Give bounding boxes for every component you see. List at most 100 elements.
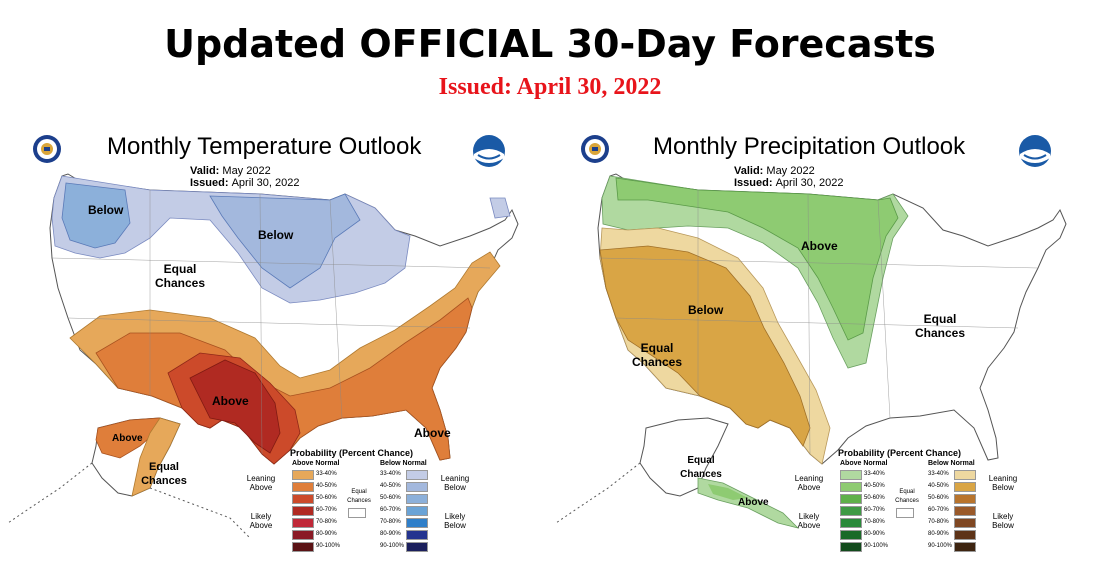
equal-swatch <box>896 508 914 518</box>
legend-above-range: 33-40% <box>316 471 337 477</box>
leaning-below-label: Leaning Below <box>988 474 1018 492</box>
legend-below-head: Below Normal <box>928 460 975 467</box>
legend-above-swatch <box>292 530 314 540</box>
legend-above-swatch <box>292 506 314 516</box>
legend-above-swatch <box>292 542 314 552</box>
legend-below-range: 60-70% <box>928 507 949 513</box>
main-title: Updated OFFICIAL 30-Day Forecasts <box>164 22 936 66</box>
noaa-logo-icon <box>1019 135 1051 167</box>
legend-below-swatch <box>954 494 976 504</box>
legend-above-head: Above Normal <box>292 460 340 467</box>
legend-above-swatch <box>292 518 314 528</box>
region-label: Above <box>112 433 143 444</box>
legend-below-range: 70-80% <box>380 519 401 525</box>
legend-above-range: 50-60% <box>864 495 885 501</box>
region-label: Below <box>688 303 724 317</box>
legend-below-swatch <box>954 470 976 480</box>
precipitation-valid: Valid: May 2022 Issued: April 30, 2022 <box>734 165 843 189</box>
legend-above-head: Above Normal <box>840 460 888 467</box>
region-label: Equal Chances <box>154 262 206 290</box>
legend-below-swatch <box>406 494 428 504</box>
legend-below-range: 80-90% <box>928 531 949 537</box>
legend-above-range: 70-80% <box>316 519 337 525</box>
legend-below-range: 60-70% <box>380 507 401 513</box>
precipitation-outlook-panel: Monthly Precipitation Outlook Valid: May… <box>548 128 1093 564</box>
valid-label: Valid: <box>190 165 220 177</box>
issued-label: Issued: <box>734 177 773 189</box>
legend-above-range: 90-100% <box>864 543 889 549</box>
region-label: Below <box>258 228 294 242</box>
valid-value: May 2022 <box>766 165 815 177</box>
equal-chances-label: Equal Chances <box>347 489 371 504</box>
legend-below-swatch <box>406 518 428 528</box>
region-label: Equal Chances <box>631 341 683 369</box>
likely-above-label: Likely Above <box>797 512 821 530</box>
precipitation-legend: Probability (Percent Chance) Above Norma… <box>788 446 1017 564</box>
legend-above-range: 60-70% <box>316 507 337 513</box>
legend-above-swatch <box>292 494 314 504</box>
noaa-logo-icon <box>473 135 505 167</box>
issued-value: April 30, 2022 <box>231 177 300 189</box>
legend-above-range: 60-70% <box>864 507 885 513</box>
legend-below-range: 70-80% <box>928 519 949 525</box>
temperature-map <box>7 173 519 539</box>
leaning-above-label: Leaning Above <box>794 474 824 492</box>
legend-above-swatch <box>840 506 862 516</box>
legend-above-range: 80-90% <box>864 531 885 537</box>
legend-below-swatch <box>954 482 976 492</box>
temperature-title: Monthly Temperature Outlook <box>107 133 422 160</box>
region-label: Above <box>738 497 769 508</box>
legend-below-range: 90-100% <box>380 543 405 549</box>
legend-above-range: 90-100% <box>316 543 341 549</box>
valid-label: Valid: <box>734 165 764 177</box>
legend-title: Probability (Percent Chance) <box>838 448 962 458</box>
legend-above-range: 40-50% <box>864 483 885 489</box>
region-label: Equal Chances <box>914 312 966 340</box>
legend-above-swatch <box>292 470 314 480</box>
legend-below-swatch <box>406 482 428 492</box>
legend-above-range: 70-80% <box>864 519 885 525</box>
legend-below-range: 50-60% <box>928 495 949 501</box>
legend-below-range: 50-60% <box>380 495 401 501</box>
legend-below-swatch <box>954 506 976 516</box>
legend-below-swatch <box>954 530 976 540</box>
temperature-outlook-panel: Monthly Temperature Outlook Valid: May 2… <box>0 128 545 564</box>
legend-title: Probability (Percent Chance) <box>290 448 414 458</box>
leaning-below-label: Leaning Below <box>440 474 470 492</box>
legend-below-range: 33-40% <box>380 471 401 477</box>
legend-above-swatch <box>840 482 862 492</box>
equal-swatch <box>348 508 366 518</box>
legend-above-range: 80-90% <box>316 531 337 537</box>
temperature-legend: Probability (Percent Chance) Above Norma… <box>240 446 469 564</box>
likely-below-label: Likely Below <box>992 512 1014 530</box>
legend-below-swatch <box>406 470 428 480</box>
legend-below-head: Below Normal <box>380 460 427 467</box>
likely-above-label: Likely Above <box>249 512 273 530</box>
legend-above-range: 40-50% <box>316 483 337 489</box>
legend-below-swatch <box>954 518 976 528</box>
commerce-seal-icon <box>33 135 61 163</box>
legend-below-range: 40-50% <box>380 483 401 489</box>
equal-chances-label: Equal Chances <box>895 489 919 504</box>
valid-value: May 2022 <box>222 165 271 177</box>
issued-label: Issued: <box>190 177 229 189</box>
legend-below-swatch <box>954 542 976 552</box>
issued-date: Issued: April 30, 2022 <box>438 74 662 100</box>
legend-above-range: 50-60% <box>316 495 337 501</box>
likely-below-label: Likely Below <box>444 512 466 530</box>
legend-below-swatch <box>406 530 428 540</box>
legend-above-swatch <box>840 470 862 480</box>
legend-above-swatch <box>840 518 862 528</box>
commerce-seal-icon <box>581 135 609 163</box>
legend-above-swatch <box>840 494 862 504</box>
legend-above-swatch <box>292 482 314 492</box>
precipitation-map <box>555 173 1067 529</box>
region-label: Above <box>801 239 838 253</box>
region-label: Equal Chances <box>680 455 722 480</box>
region-label: Above <box>212 394 249 408</box>
region-label: Equal Chances <box>141 461 187 487</box>
legend-below-range: 90-100% <box>928 543 953 549</box>
leaning-above-label: Leaning Above <box>246 474 276 492</box>
legend-below-swatch <box>406 542 428 552</box>
temperature-valid: Valid: May 2022 Issued: April 30, 2022 <box>190 165 299 189</box>
